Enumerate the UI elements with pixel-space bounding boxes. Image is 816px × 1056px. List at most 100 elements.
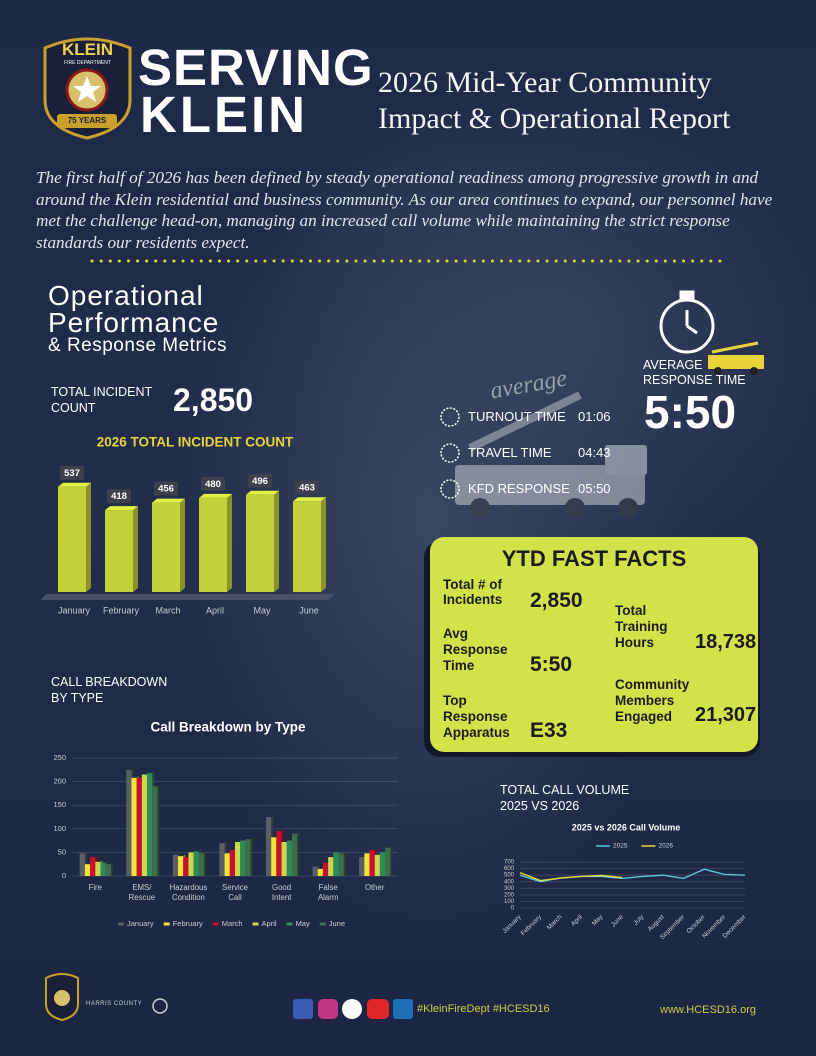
legend-label: January [127,919,154,928]
section-heading: TOTAL CALL VOLUME 2025 VS 2026 [500,783,630,813]
bar-side [274,490,279,592]
linkedin-icon[interactable] [393,999,413,1019]
bar [131,777,137,876]
bar [338,853,344,876]
value-label: 496 [252,476,268,487]
response-row-label: KFD RESPONSE [468,481,570,496]
legend-swatch [252,922,259,926]
value-label: 418 [111,491,127,502]
fire-truck-illustration [455,391,647,518]
value-label: 537 [64,468,80,479]
website[interactable]: www.HCESD16.org [660,1004,756,1016]
x-tick-label: Service Call [222,883,248,902]
youtube-icon[interactable] [367,999,389,1019]
logo-ribbon [57,114,117,128]
bar [235,842,241,876]
bar [178,856,184,876]
bar [152,502,180,592]
y-tick-label: 200 [53,777,66,786]
truck-ladder [711,341,759,354]
y-tick-label: 0 [511,906,515,912]
row-icons [440,407,460,499]
section-subtitle: & Response Metrics [48,335,228,356]
y-tick-label: 0 [62,871,66,880]
bar [322,862,329,876]
legend-label: 2025 [613,843,628,850]
bar [105,510,133,592]
y-tick-label: 400 [504,879,515,885]
bar [271,837,277,876]
bar [95,861,101,876]
legend-label: May [296,919,310,928]
bar [379,852,386,876]
row-icon [440,479,460,499]
legend-label: April [262,919,277,928]
bar [136,777,142,876]
bar [364,853,370,876]
y-tick-label: 150 [53,800,66,809]
bar-top [152,498,185,503]
logo-star [73,76,101,102]
threads-icon[interactable] [342,999,362,1019]
total-value: 2,850 [173,382,254,418]
row-icon [440,443,460,463]
legend-swatch [212,922,219,926]
x-tick-label: August [647,914,666,933]
bar [188,852,194,876]
bar [147,773,153,876]
bar-top [58,482,91,487]
y-tick-label: 500 [504,873,515,879]
bar [100,862,106,876]
response-row-label: TURNOUT TIME [468,409,566,424]
bar [374,854,380,876]
legend-label: 2026 [658,843,673,850]
bar [281,842,287,876]
fact-value: E33 [530,719,568,742]
bar [245,839,251,876]
fact-label: Avg Response Time [443,626,508,673]
x-tick-label: False Alarm [318,883,338,902]
logo-subtitle: FIRE DEPARTMENT [64,60,111,66]
fact-label: Top Response Apparatus [443,693,510,740]
bar [141,774,148,876]
x-tick-label: May [591,913,605,927]
bar-side [390,845,393,876]
bar [328,857,334,876]
response-row-value: 04:43 [578,445,611,460]
bar [333,852,339,876]
bar-top [105,506,138,511]
bar [317,868,323,876]
bar-top [199,493,232,498]
bar [293,501,321,592]
avg-response-value: 5:50 [644,386,737,438]
bar [240,840,246,876]
response-row-value: 01:06 [578,409,611,424]
partner-seal [152,998,168,1014]
stopwatch-icon [659,290,715,354]
row-icon [440,407,460,427]
x-tick-label: June [299,605,319,615]
chart-floor [40,594,335,600]
x-tick-label: February [103,605,140,615]
bar [312,866,318,876]
bar [79,853,85,876]
x-tick-label: March [546,913,564,931]
fact-value: 21,307 [695,704,757,726]
fact-value: 18,738 [695,631,757,653]
y-tick-label: 250 [53,753,66,762]
stopwatch-face [659,298,715,354]
instagram-icon[interactable] [318,999,338,1019]
bar [105,864,111,876]
truck-body [708,355,764,369]
value-label: 463 [299,482,315,493]
bar-top [293,497,326,502]
x-tick-label: February [520,913,544,937]
facebook-icon[interactable] [293,999,313,1019]
legend-swatch [163,922,170,926]
y-tick-label: 200 [504,892,515,898]
hashtags[interactable]: #KleinFireDept #HCESD16 [417,1003,550,1015]
social-icons [293,999,413,1019]
intro-paragraph: The first half of 2026 has been defined … [36,168,773,252]
